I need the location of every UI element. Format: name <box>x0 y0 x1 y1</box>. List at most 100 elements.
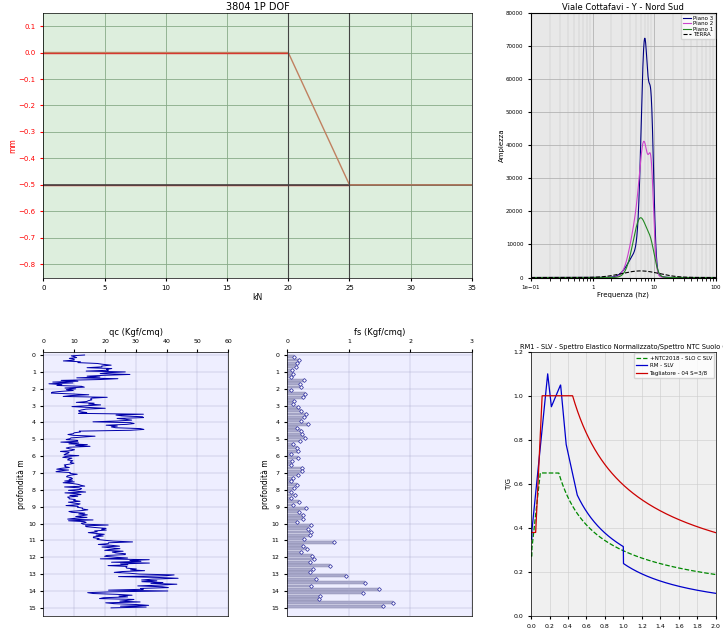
Tagliatore - 04 S=3/8 <box>538 392 547 399</box>
Piano 2 <box>612 273 620 281</box>
Bar <box>287 594 320 598</box>
X-axis label: Frequenza (hz): Frequenza (hz) <box>597 291 649 298</box>
Piano 2 <box>711 273 720 281</box>
Tagliatore - 04 S=3/8 <box>608 470 617 478</box>
Line: Piano 1: Piano 1 <box>531 218 716 277</box>
TERRA <box>536 273 545 281</box>
Bar <box>287 494 295 496</box>
Legend: Piano 3, Piano 2, Piano 1, TERRA: Piano 3, Piano 2, Piano 1, TERRA <box>681 14 714 39</box>
Bar <box>287 571 310 574</box>
Bar <box>287 376 291 378</box>
Title: RM1 - SLV - Spettro Elastico Normalizzato/Spettro NTC Suolo C: RM1 - SLV - Spettro Elastico Normalizzat… <box>520 344 723 350</box>
Bar <box>287 527 308 530</box>
Piano 3 <box>706 273 715 281</box>
Bar <box>287 521 296 523</box>
Tagliatore - 04 S=3/8 <box>654 506 662 514</box>
TERRA <box>706 273 715 281</box>
Bar <box>287 581 365 584</box>
Bar <box>287 382 299 385</box>
Y-axis label: mm: mm <box>8 138 17 153</box>
Bar <box>287 561 309 564</box>
Bar <box>287 588 379 591</box>
Piano 1 <box>617 272 625 280</box>
Y-axis label: Ampiezza: Ampiezza <box>499 128 505 162</box>
Bar <box>287 483 296 486</box>
Piano 2 <box>640 137 649 145</box>
Piano 2 <box>527 273 536 281</box>
Piano 1 <box>527 273 536 281</box>
Bar <box>287 355 294 358</box>
Bar <box>287 379 304 382</box>
TERRA <box>706 273 715 281</box>
Bar <box>287 372 293 375</box>
Y-axis label: T/G: T/G <box>506 478 512 490</box>
Bar <box>287 575 346 577</box>
Bar <box>287 500 299 503</box>
Piano 3 <box>711 273 720 281</box>
+NTC2018 - SLO C SLV <box>546 469 555 477</box>
Bar <box>287 467 302 469</box>
Bar <box>287 426 297 429</box>
Piano 1 <box>711 273 720 281</box>
Bar <box>287 419 301 422</box>
+NTC2018 - SLO C SLV <box>536 469 544 477</box>
TERRA <box>636 267 645 275</box>
Piano 2 <box>536 273 545 281</box>
Bar <box>287 440 300 442</box>
Title: fs (Kgf/cmq): fs (Kgf/cmq) <box>354 328 406 337</box>
Piano 1 <box>706 273 715 281</box>
Bar <box>287 413 307 415</box>
Bar <box>287 359 299 361</box>
Bar <box>287 585 311 587</box>
Piano 3 <box>641 35 649 42</box>
RM - SLV <box>544 370 552 377</box>
Bar <box>287 557 314 560</box>
Bar <box>287 470 302 473</box>
Line: RM - SLV: RM - SLV <box>531 374 716 593</box>
Tagliatore - 04 S=3/8 <box>675 516 683 523</box>
Bar <box>287 530 311 534</box>
Line: +NTC2018 - SLO C SLV: +NTC2018 - SLO C SLV <box>531 473 716 575</box>
TERRA <box>527 273 536 281</box>
TERRA <box>711 273 720 281</box>
Bar <box>287 551 301 553</box>
Bar <box>287 406 298 409</box>
Tagliatore - 04 S=3/8 <box>602 462 610 470</box>
Bar <box>287 433 302 436</box>
RM - SLV <box>527 535 536 543</box>
Y-axis label: profondità m: profondità m <box>17 459 27 509</box>
Bar <box>287 456 298 459</box>
Bar <box>287 409 301 412</box>
Bar <box>287 399 294 402</box>
Bar <box>287 568 313 571</box>
Bar <box>287 548 307 550</box>
Piano 2 <box>706 273 715 281</box>
Piano 1 <box>706 273 715 281</box>
Bar <box>287 365 296 369</box>
+NTC2018 - SLO C SLV <box>527 552 536 560</box>
Bar <box>287 460 292 463</box>
Bar <box>287 395 303 399</box>
Bar <box>287 544 303 547</box>
Bar <box>287 463 291 466</box>
RM - SLV <box>654 577 662 584</box>
X-axis label: kN: kN <box>252 293 262 302</box>
Bar <box>287 564 330 567</box>
Piano 2 <box>617 270 625 277</box>
Piano 3 <box>706 273 715 281</box>
Bar <box>287 497 291 499</box>
TERRA <box>617 270 625 277</box>
Line: TERRA: TERRA <box>531 271 716 277</box>
Bar <box>287 476 293 480</box>
Piano 1 <box>672 273 681 281</box>
Bar <box>287 422 309 426</box>
Bar <box>287 510 299 513</box>
+NTC2018 - SLO C SLV <box>711 571 720 578</box>
Bar <box>287 386 301 388</box>
Tagliatore - 04 S=3/8 <box>527 528 536 536</box>
Bar <box>287 473 298 476</box>
TERRA <box>672 273 681 281</box>
Bar <box>287 517 304 520</box>
Bar <box>287 503 293 507</box>
Bar <box>287 598 319 601</box>
